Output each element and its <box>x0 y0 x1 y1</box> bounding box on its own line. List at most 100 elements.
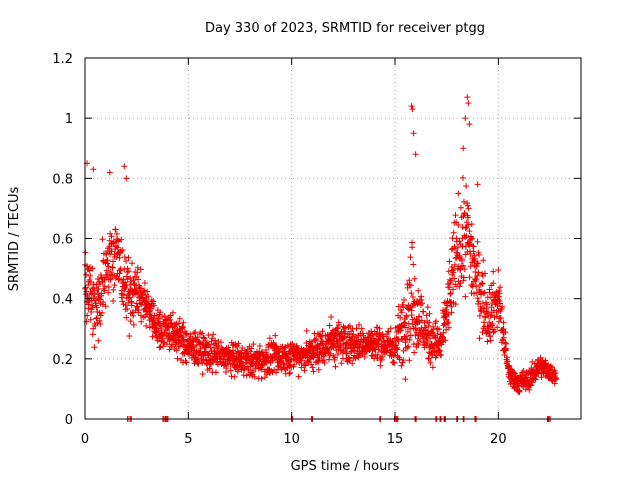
data-point <box>489 320 496 327</box>
data-point <box>418 296 425 303</box>
data-point <box>424 304 431 311</box>
data-point <box>97 312 104 319</box>
data-point <box>134 303 141 310</box>
data-point <box>336 321 343 328</box>
data-point <box>183 330 190 337</box>
data-point <box>466 228 473 235</box>
data-point <box>199 371 206 378</box>
data-point <box>462 243 469 250</box>
data-point <box>425 355 432 362</box>
data-point <box>108 248 115 255</box>
data-point <box>164 341 171 348</box>
data-point <box>402 376 409 383</box>
data-point <box>448 246 455 253</box>
data-point <box>414 340 420 347</box>
data-point <box>130 277 137 284</box>
data-point <box>416 313 423 320</box>
data-point <box>130 312 137 319</box>
data-point <box>547 363 554 370</box>
data-point <box>368 352 375 359</box>
data-point <box>450 286 457 293</box>
data-point <box>349 325 356 332</box>
data-point <box>353 325 360 332</box>
data-point <box>223 365 230 372</box>
data-point <box>452 301 459 308</box>
data-point <box>358 325 365 332</box>
data-point <box>457 204 464 211</box>
data-point <box>475 260 482 267</box>
data-point <box>457 266 464 273</box>
data-point <box>502 339 509 346</box>
data-point <box>141 279 148 286</box>
data-point <box>331 354 338 361</box>
data-point <box>176 315 183 322</box>
data-point <box>516 389 523 396</box>
data-point <box>168 319 175 326</box>
data-point <box>475 298 482 305</box>
y-tick-label: 1 <box>65 112 73 127</box>
data-point <box>404 344 411 351</box>
data-point <box>465 100 472 107</box>
data-point <box>474 238 481 245</box>
data-point <box>345 324 352 331</box>
data-point <box>341 324 348 331</box>
data-point <box>463 232 470 239</box>
data-point <box>100 299 107 306</box>
data-point <box>201 348 208 355</box>
data-point <box>402 324 409 331</box>
data-point <box>310 368 317 375</box>
data-point <box>346 322 353 329</box>
data-point <box>478 280 485 287</box>
data-point <box>407 254 414 261</box>
data-point <box>479 280 486 287</box>
data-point <box>303 327 310 334</box>
data-point <box>394 346 401 353</box>
data-point <box>484 301 491 308</box>
data-point <box>389 339 396 346</box>
data-point <box>460 274 467 281</box>
data-point <box>110 239 117 246</box>
data-point <box>115 237 122 244</box>
data-point <box>474 272 481 279</box>
data-point <box>121 163 128 170</box>
data-point <box>135 276 142 283</box>
data-point <box>446 258 453 265</box>
data-point <box>371 355 378 362</box>
data-point <box>249 372 256 379</box>
data-point <box>208 338 215 345</box>
data-point <box>145 293 152 300</box>
x-tick-label: 5 <box>184 432 192 447</box>
data-point <box>448 303 455 310</box>
data-point <box>350 331 357 338</box>
data-point <box>503 340 510 347</box>
data-point <box>432 334 439 341</box>
data-point <box>98 290 105 297</box>
data-point <box>228 373 235 380</box>
data-point <box>127 275 134 282</box>
data-point <box>110 297 117 304</box>
data-point <box>407 325 414 332</box>
data-point <box>124 306 131 313</box>
data-point <box>459 174 466 181</box>
data-point <box>171 335 178 342</box>
data-point <box>412 325 419 332</box>
data-point <box>248 345 255 352</box>
data-point <box>397 327 404 334</box>
data-point <box>400 357 407 364</box>
data-point <box>105 289 112 296</box>
data-point <box>237 350 244 357</box>
data-point <box>245 366 252 373</box>
data-point <box>119 247 126 254</box>
data-point <box>361 353 368 360</box>
data-point <box>480 257 487 264</box>
data-point <box>95 286 102 293</box>
data-point <box>444 302 451 309</box>
data-point <box>442 337 449 344</box>
data-point <box>316 355 323 362</box>
data-point <box>419 300 426 307</box>
data-point <box>287 369 294 376</box>
data-point <box>466 274 473 281</box>
data-point <box>463 219 470 226</box>
data-point <box>97 321 104 328</box>
data-point <box>123 175 130 182</box>
